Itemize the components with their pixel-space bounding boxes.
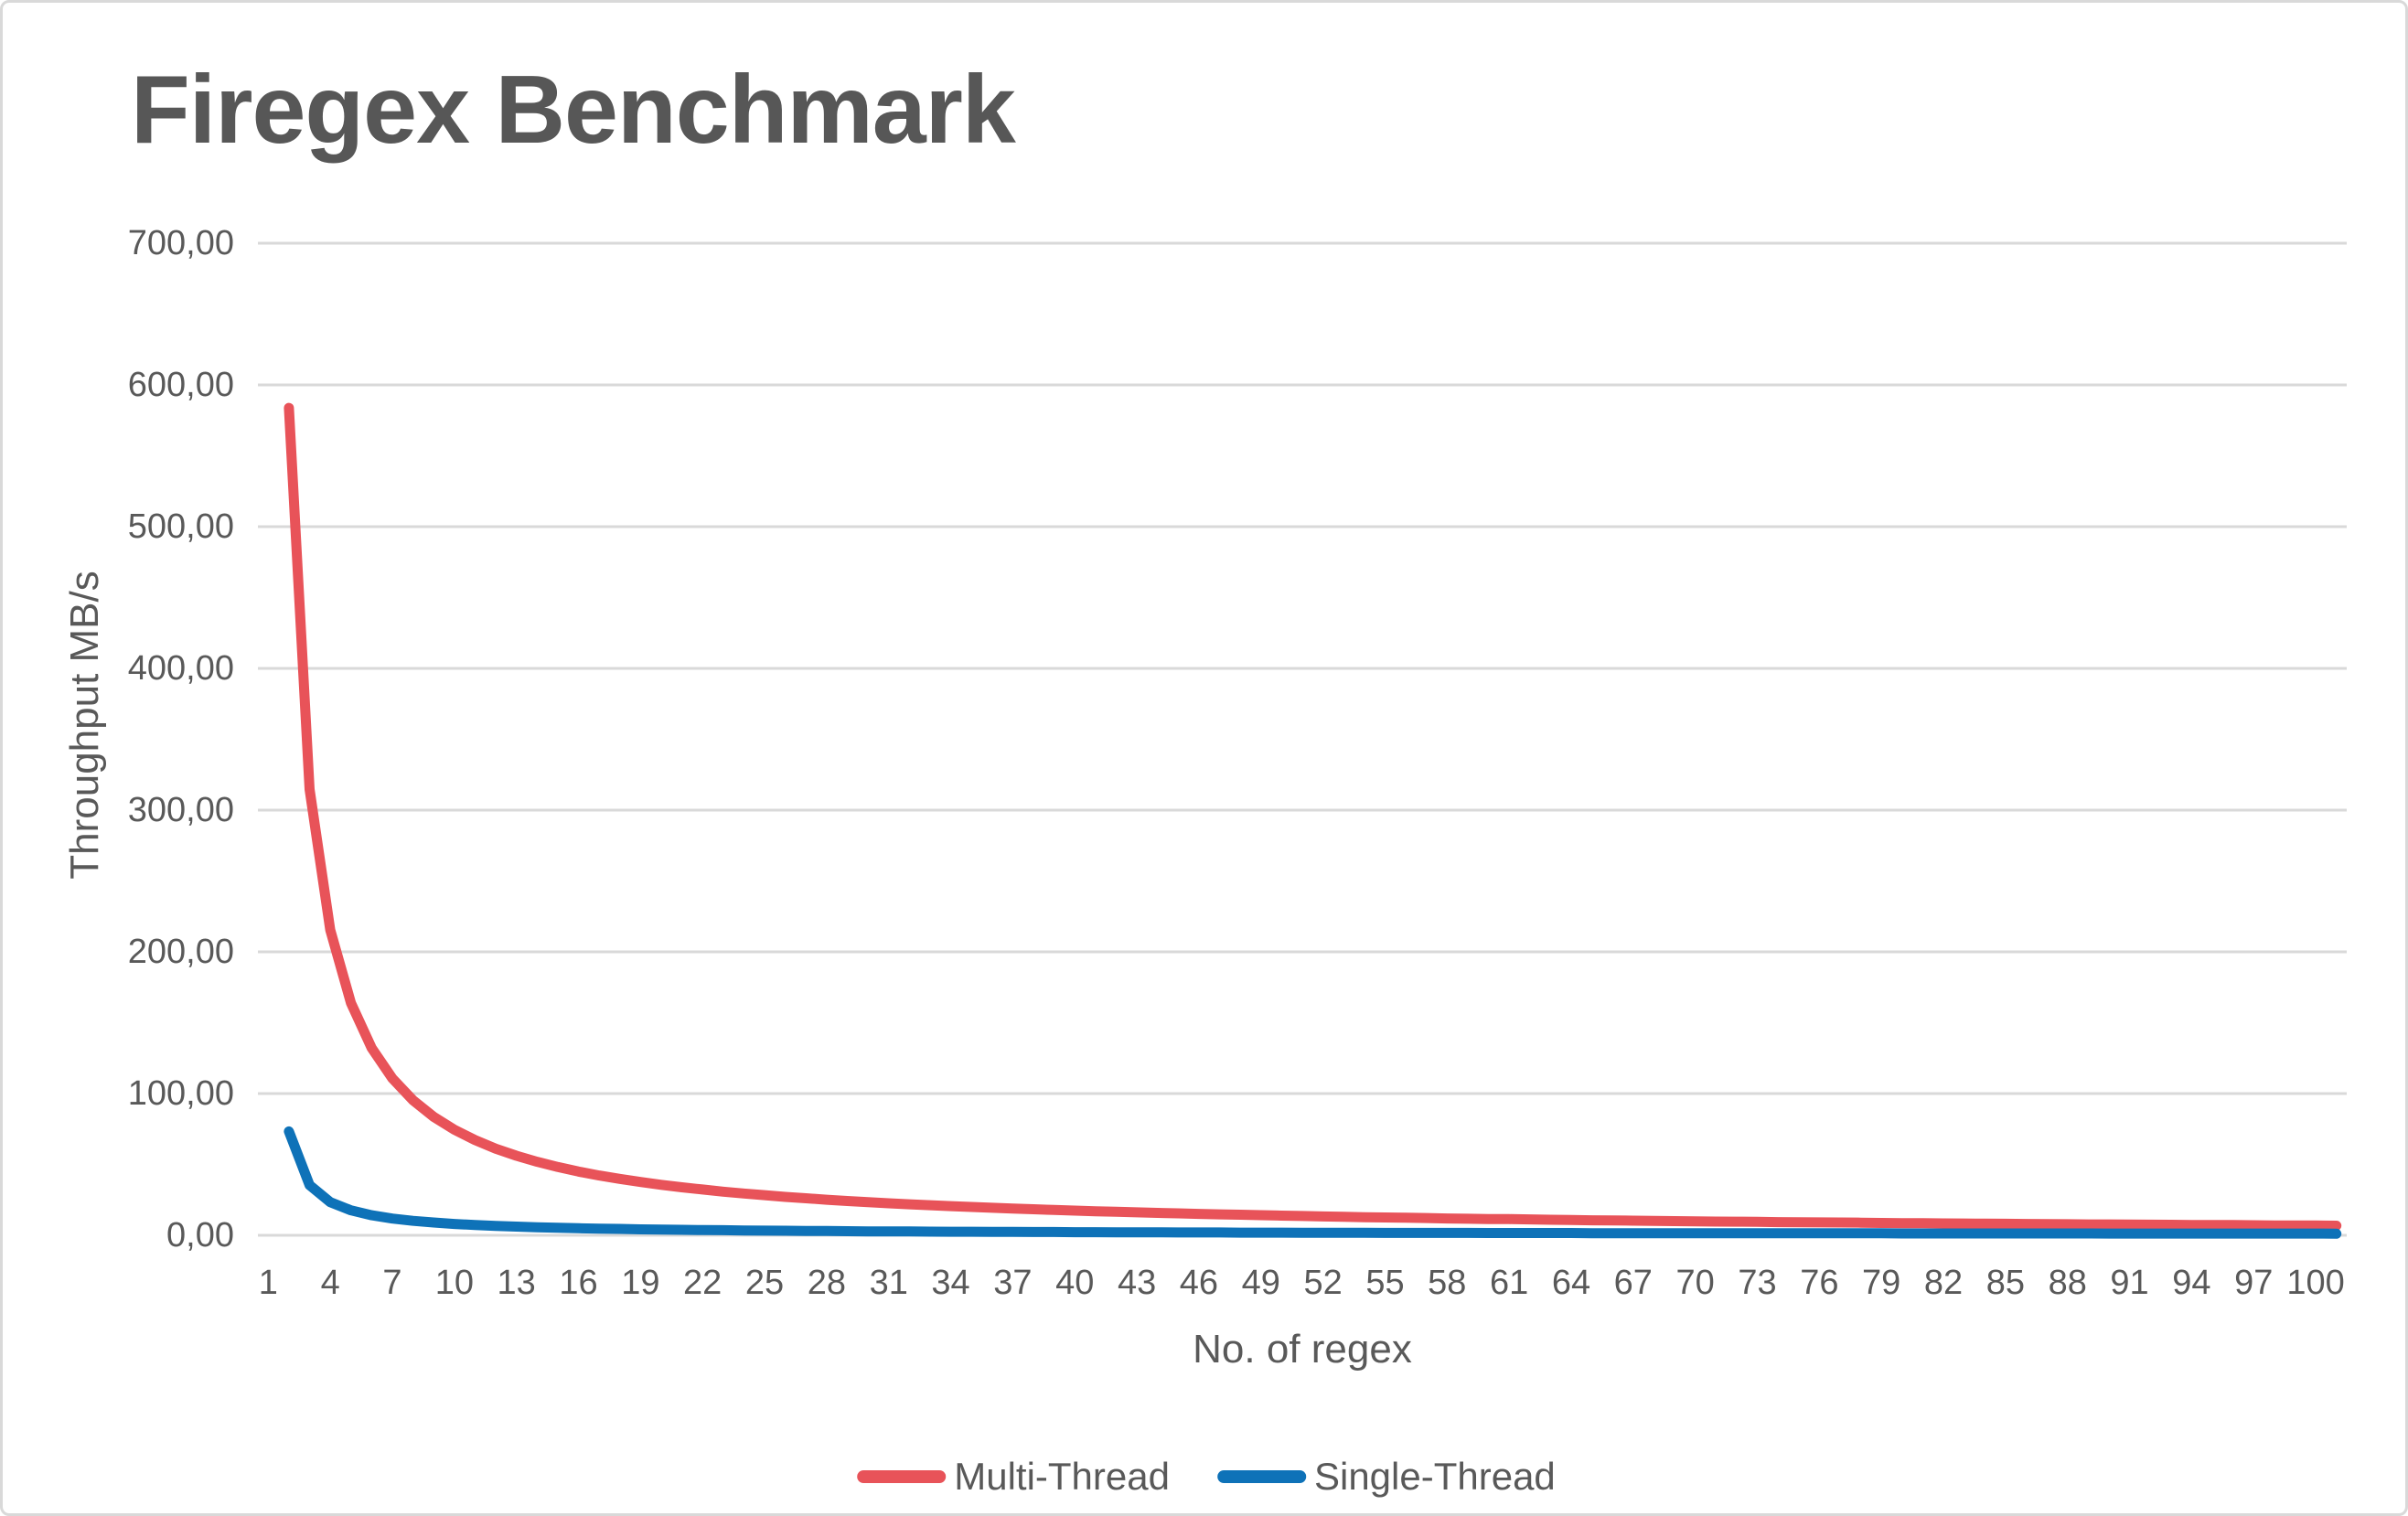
y-tick-label: 100,00: [127, 1074, 234, 1113]
x-tick-label: 43: [1117, 1264, 1157, 1302]
y-tick-label: 300,00: [127, 791, 234, 829]
y-tick-label: 200,00: [127, 933, 234, 971]
plot-area: [258, 241, 2347, 1239]
x-tick-label: 91: [2110, 1264, 2149, 1302]
x-tick-label: 13: [497, 1264, 536, 1302]
x-tick-label: 70: [1675, 1264, 1715, 1302]
x-tick-label: 34: [931, 1264, 970, 1302]
x-tick-label: 16: [559, 1264, 598, 1302]
x-tick-label: 25: [744, 1264, 785, 1302]
legend-item-multi-thread: Multi-Thread: [857, 1455, 1170, 1499]
x-tick-label: 88: [2048, 1264, 2087, 1302]
x-tick-label: 4: [320, 1264, 340, 1302]
x-tick-label: 82: [1923, 1264, 1964, 1302]
legend-label-single-thread: Single-Thread: [1313, 1455, 1556, 1498]
y-tick-label: 500,00: [127, 507, 234, 546]
series-line-single-thread: [284, 1126, 2342, 1239]
legend-swatch-single-thread-icon: [1216, 1470, 1306, 1483]
x-tick-label: 79: [1862, 1264, 1901, 1302]
y-tick-label: 0,00: [166, 1216, 234, 1254]
x-tick-label: 31: [869, 1264, 908, 1302]
y-tick-label: 400,00: [127, 649, 234, 688]
x-tick-label: 76: [1800, 1264, 1839, 1302]
x-tick-label: 58: [1428, 1264, 1467, 1302]
y-axis-title: Throughput MB/s: [62, 571, 107, 880]
x-tick-label: 40: [1055, 1264, 1095, 1302]
y-tick-label: 700,00: [127, 224, 234, 262]
x-tick-label: 61: [1489, 1264, 1529, 1302]
x-tick-label: 64: [1551, 1264, 1591, 1302]
legend-swatch-multi-thread-icon: [857, 1470, 947, 1483]
x-tick-label: 94: [2172, 1264, 2211, 1302]
x-tick-label: 22: [683, 1264, 722, 1302]
x-tick-label: 19: [621, 1264, 660, 1302]
x-tick-label: 97: [2234, 1264, 2274, 1302]
x-tick-label: 49: [1241, 1264, 1280, 1302]
x-tick-label: 10: [434, 1264, 474, 1302]
x-tick-label: 55: [1365, 1264, 1405, 1302]
series-line-multi-thread: [284, 402, 2342, 1231]
legend-item-single-thread: Single-Thread: [1216, 1455, 1556, 1499]
x-tick-label: 46: [1179, 1264, 1219, 1302]
x-tick-label: 52: [1303, 1264, 1343, 1302]
legend: Multi-Thread Single-Thread: [857, 1455, 1556, 1499]
chart-title: Firegex Benchmark: [131, 56, 1016, 164]
x-tick-label: 100: [2286, 1264, 2345, 1302]
legend-label-multi-thread: Multi-Thread: [954, 1455, 1170, 1498]
x-tick-label: 1: [258, 1264, 278, 1302]
x-tick-label: 67: [1613, 1264, 1653, 1302]
x-tick-label: 73: [1738, 1264, 1777, 1302]
x-tick-label: 37: [993, 1264, 1033, 1302]
x-tick-label: 28: [807, 1264, 847, 1302]
x-axis-title: No. of regex: [1193, 1327, 1412, 1372]
x-tick-label: 85: [1985, 1264, 2025, 1302]
y-tick-label: 600,00: [127, 366, 234, 404]
x-tick-label: 7: [382, 1264, 402, 1302]
